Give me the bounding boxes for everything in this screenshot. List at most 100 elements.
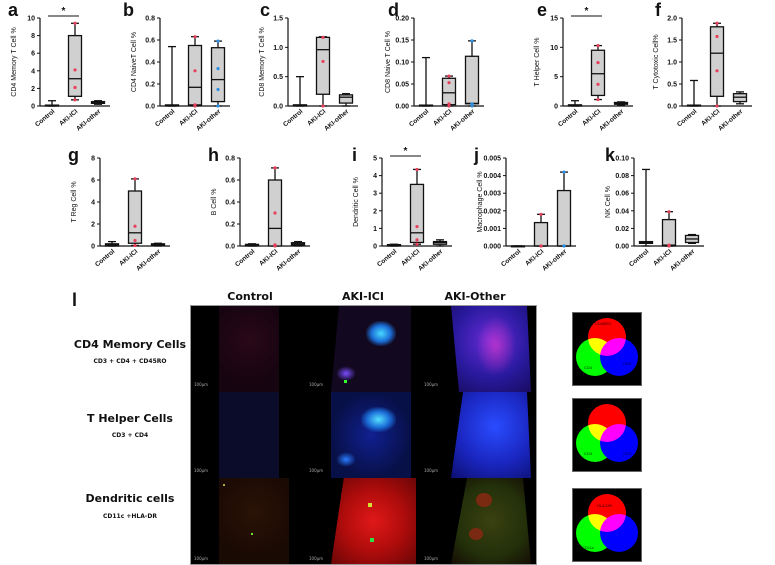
- svg-text:CD4 Memory T Cell %: CD4 Memory T Cell %: [11, 27, 18, 96]
- svg-text:0: 0: [91, 244, 95, 251]
- box-plot-d: 0.00 0.05 0.10 0.15 0.20 CD8 Naive T Cell % Co…: [384, 16, 494, 151]
- panel-label-f: f: [655, 0, 661, 20]
- box-plot-b: 0.0 0.2 0.4 0.6 0.8 CD4 NaiveT Cell % Control A…: [130, 16, 240, 151]
- box-plot-k: 0.00 0.02 0.04 0.06 0.08 0.10 NK Cell % Control…: [604, 156, 714, 291]
- svg-text:8: 8: [31, 33, 35, 40]
- panel-label-c: c: [260, 0, 271, 20]
- svg-text:4: 4: [91, 200, 95, 207]
- svg-text:0.4: 0.4: [225, 200, 235, 207]
- svg-text:0.002: 0.002: [483, 208, 501, 215]
- svg-text:15: 15: [550, 16, 558, 23]
- svg-text:T Reg Cell %: T Reg Cell %: [71, 181, 78, 222]
- svg-text:0: 0: [373, 244, 377, 251]
- row-markers-cd4-memory: CD3 + CD4 + CD45RO: [93, 358, 167, 365]
- svg-text:0.6: 0.6: [145, 38, 155, 45]
- svg-text:0.6: 0.6: [225, 178, 235, 185]
- svg-text:Control: Control: [234, 248, 256, 268]
- svg-text:AKI-ICI: AKI-ICI: [58, 108, 79, 127]
- venn-legend-dendritic: HLA-DR CD11c: [572, 488, 642, 562]
- svg-text:AKI-other: AKI-other: [195, 108, 223, 133]
- micrograph-dendritic-aki-other: 100μm: [421, 478, 536, 564]
- svg-text:AKI-ICI: AKI-ICI: [652, 248, 673, 267]
- svg-text:0.0: 0.0: [273, 104, 283, 111]
- svg-text:5: 5: [554, 74, 558, 81]
- row-markers-t-helper: CD3 + CD4: [111, 432, 149, 439]
- svg-text:0.2: 0.2: [225, 222, 235, 229]
- panel-label-d: d: [388, 0, 399, 20]
- svg-text:AKI-ICI: AKI-ICI: [700, 108, 721, 127]
- micrograph-dendritic-aki-ici: 100μm: [306, 478, 421, 564]
- svg-text:0.10: 0.10: [615, 156, 629, 163]
- svg-text:0.2: 0.2: [145, 82, 155, 89]
- row-title-t-helper: T Helper Cells: [87, 412, 173, 425]
- svg-text:T Helper Cell %: T Helper Cell %: [534, 38, 541, 87]
- rgb-venn-icon: [576, 404, 638, 462]
- svg-text:AKI-ICI: AKI-ICI: [178, 108, 199, 127]
- venn-legend-cd4-memory: CD45RO CD4 CD3: [572, 312, 642, 386]
- panel-label-l: l: [72, 290, 78, 310]
- svg-text:0.10: 0.10: [395, 60, 409, 67]
- svg-text:2.0: 2.0: [667, 16, 677, 23]
- svg-text:AKI-other: AKI-other: [275, 248, 303, 273]
- svg-text:NK Cell %: NK Cell %: [605, 186, 612, 218]
- svg-text:0.05: 0.05: [395, 82, 409, 89]
- svg-text:0.8: 0.8: [145, 16, 155, 23]
- svg-text:0.4: 0.4: [145, 60, 155, 67]
- row-title-dendritic: Dendritic cells: [85, 492, 175, 505]
- svg-text:4: 4: [31, 68, 35, 75]
- svg-text:10: 10: [550, 45, 558, 52]
- svg-text:AKI-ICI: AKI-ICI: [524, 248, 545, 267]
- micrograph-thelper-aki-other: 100μm: [421, 392, 536, 478]
- svg-text:0.0: 0.0: [225, 244, 235, 251]
- svg-text:*: *: [62, 6, 66, 17]
- box-plot-i: 0 1 2 3 4 5 Dendritic Cell % Control AKI-ICI AKI-…: [352, 146, 462, 291]
- micrograph-cd4-aki-ici: 100μm: [306, 306, 421, 392]
- svg-text:0.00: 0.00: [395, 104, 409, 111]
- micrograph-cd4-aki-other: 100μm: [421, 306, 536, 392]
- column-header-control: Control: [227, 290, 273, 303]
- panel-label-g: g: [68, 145, 79, 165]
- box-plot-g: 0 2 4 6 8 T Reg Cell % Control AKI-ICI AKI-other: [70, 156, 180, 291]
- svg-text:0: 0: [31, 104, 35, 111]
- svg-text:10: 10: [27, 16, 35, 23]
- panel-label-b: b: [123, 0, 134, 20]
- svg-text:AKI-ICI: AKI-ICI: [306, 108, 327, 127]
- svg-text:0.0: 0.0: [145, 104, 155, 111]
- svg-text:8: 8: [91, 156, 95, 163]
- panel-label-j: j: [474, 145, 480, 165]
- svg-text:*: *: [404, 146, 408, 157]
- box-plot-a: 0 2 4 6 8 10 CD4 Memory T Cell % Control AKI-ICI…: [10, 6, 120, 151]
- row-title-cd4-memory: CD4 Memory Cells: [73, 338, 187, 351]
- svg-text:4: 4: [373, 173, 377, 180]
- panel-label-i: i: [352, 145, 358, 165]
- svg-text:1.5: 1.5: [667, 38, 677, 45]
- svg-text:0.000: 0.000: [483, 244, 501, 251]
- svg-text:AKI-other: AKI-other: [417, 248, 445, 273]
- svg-text:AKI-ICI: AKI-ICI: [400, 248, 421, 267]
- svg-text:Control: Control: [557, 108, 579, 128]
- box-plot-c: 0.0 0.5 1.0 1.5 CD8 Memory T Cell % Control AK…: [258, 16, 368, 151]
- svg-text:AKI-other: AKI-other: [323, 108, 351, 133]
- svg-text:0.0: 0.0: [667, 104, 677, 111]
- svg-text:CD8 Naive T Cell %: CD8 Naive T Cell %: [385, 31, 392, 93]
- svg-text:2: 2: [31, 86, 35, 93]
- panel-label-a: a: [8, 0, 19, 20]
- box-plot-h: 0.0 0.2 0.4 0.6 0.8 B Cell % Control AKI-ICI AKI…: [210, 156, 320, 291]
- venn-legend-t-helper: CD4 CD3: [572, 398, 642, 472]
- svg-text:AKI-other: AKI-other: [449, 108, 477, 133]
- svg-text:CD4 NaiveT Cell %: CD4 NaiveT Cell %: [131, 32, 138, 92]
- svg-text:B Cell %: B Cell %: [211, 189, 218, 216]
- panel-label-h: h: [208, 145, 219, 165]
- svg-text:CD8 Memory T Cell %: CD8 Memory T Cell %: [259, 27, 266, 96]
- svg-text:6: 6: [31, 51, 35, 58]
- panel-label-e: e: [537, 0, 548, 20]
- svg-text:Control: Control: [376, 248, 398, 268]
- svg-text:AKI-other: AKI-other: [541, 248, 569, 273]
- svg-text:Control: Control: [154, 108, 176, 128]
- svg-text:0.02: 0.02: [615, 226, 629, 233]
- rgb-venn-icon: [576, 494, 638, 552]
- column-header-aki-ici: AKI-ICI: [342, 290, 384, 303]
- box-plot-f: 0.0 0.5 1.0 1.5 2.0 T Cytotoxic Cell% Control A…: [652, 16, 762, 151]
- row-markers-dendritic: CD11c +HLA-DR: [103, 513, 157, 520]
- svg-text:2: 2: [91, 222, 95, 229]
